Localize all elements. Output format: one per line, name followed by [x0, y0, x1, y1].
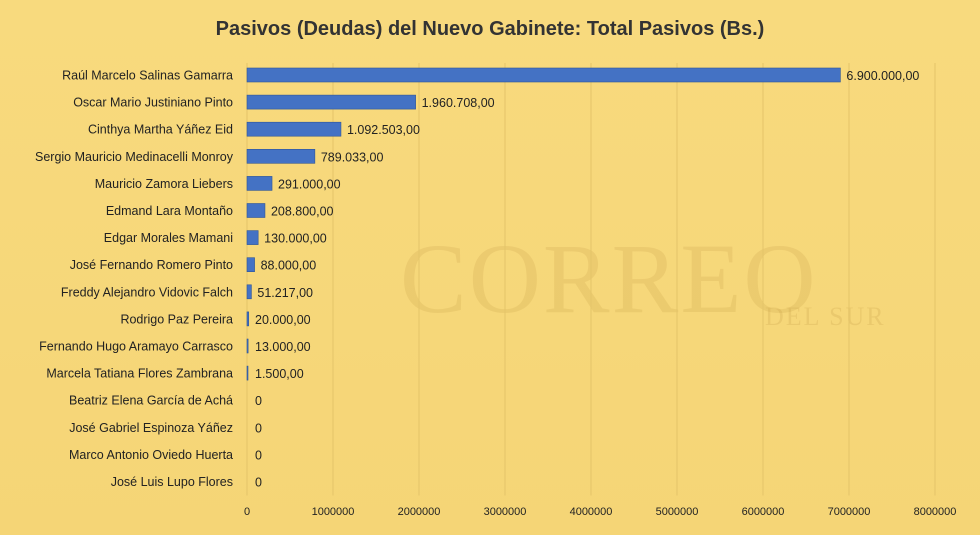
category-label: Marco Antonio Oviedo Huerta — [69, 448, 233, 462]
value-label: 1.500,00 — [255, 367, 304, 381]
bar — [246, 121, 342, 137]
category-labels: Raúl Marcelo Salinas Gamarra Oscar Mario … — [35, 69, 234, 490]
category-label: Fernando Hugo Aramayo Carrasco — [39, 340, 233, 354]
value-label: 0 — [255, 421, 262, 435]
bar — [246, 311, 250, 327]
value-label: 0 — [255, 394, 262, 408]
value-label: 0 — [255, 448, 262, 462]
category-label: Raúl Marcelo Salinas Gamarra — [62, 69, 233, 83]
bar — [246, 176, 273, 191]
category-label: Beatriz Elena García de Achá — [69, 394, 233, 408]
value-label: 0 — [255, 476, 262, 490]
category-label: Edgar Morales Mamani — [104, 231, 233, 245]
value-label: 1.960.708,00 — [422, 96, 495, 110]
value-label: 88.000,00 — [261, 259, 317, 273]
category-label: Marcela Tatiana Flores Zambrana — [46, 367, 233, 381]
x-tick-label: 1000000 — [312, 506, 355, 518]
watermark-sub: DEL SUR — [765, 302, 886, 331]
category-label: Freddy Alejandro Vidovic Falch — [61, 285, 233, 299]
value-label: 13.000,00 — [255, 340, 311, 354]
bar — [246, 284, 252, 300]
x-tick-label: 5000000 — [656, 506, 699, 518]
category-label: Oscar Mario Justiniano Pinto — [73, 96, 233, 110]
category-label: Cinthya Martha Yáñez Eid — [88, 123, 233, 137]
watermark-main: CORREO — [400, 223, 818, 334]
x-axis-ticks: 0 1000000 2000000 3000000 4000000 5000000 6000… — [244, 506, 956, 518]
value-labels: 6.900.000,00 1.960.708,001.092.503,00 789.… — [255, 69, 919, 490]
x-tick-label: 0 — [244, 506, 250, 518]
bar — [246, 67, 841, 83]
bar — [246, 338, 249, 354]
category-label: Rodrigo Paz Pereira — [120, 312, 233, 326]
x-tick-label: 7000000 — [828, 506, 871, 518]
x-tick-label: 3000000 — [484, 506, 527, 518]
x-tick-label: 2000000 — [398, 506, 441, 518]
category-label: Sergio Mauricio Medinacelli Monroy — [35, 150, 234, 164]
category-label: José Gabriel Espinoza Yáñez — [69, 421, 233, 435]
value-label: 130.000,00 — [264, 232, 327, 246]
value-label: 20.000,00 — [255, 313, 311, 327]
value-label: 208.800,00 — [271, 205, 334, 219]
category-label: Mauricio Zamora Liebers — [95, 177, 233, 191]
category-label: José Luis Lupo Flores — [111, 475, 233, 489]
value-label: 6.900.000,00 — [846, 69, 919, 83]
value-label: 789.033,00 — [321, 150, 384, 164]
x-tick-label: 8000000 — [914, 506, 957, 518]
category-label: Edmand Lara Montaño — [106, 204, 233, 218]
value-label: 51.217,00 — [257, 286, 313, 300]
value-label: 1.092.503,00 — [347, 123, 420, 137]
bar — [246, 365, 249, 381]
bar — [246, 230, 259, 245]
watermark: CORREO DEL SUR — [400, 223, 886, 334]
bar — [246, 203, 266, 218]
category-label: José Fernando Romero Pinto — [70, 258, 233, 272]
grid-lines — [246, 63, 936, 496]
value-label: 291.000,00 — [278, 177, 341, 191]
x-tick-label: 4000000 — [570, 506, 613, 518]
bar — [246, 257, 255, 273]
chart-title: Pasivos (Deudas) del Nuevo Gabinete: Tot… — [215, 18, 765, 40]
bar — [246, 94, 416, 110]
bar — [246, 149, 316, 164]
bars — [246, 67, 841, 381]
x-tick-label: 6000000 — [742, 506, 785, 518]
